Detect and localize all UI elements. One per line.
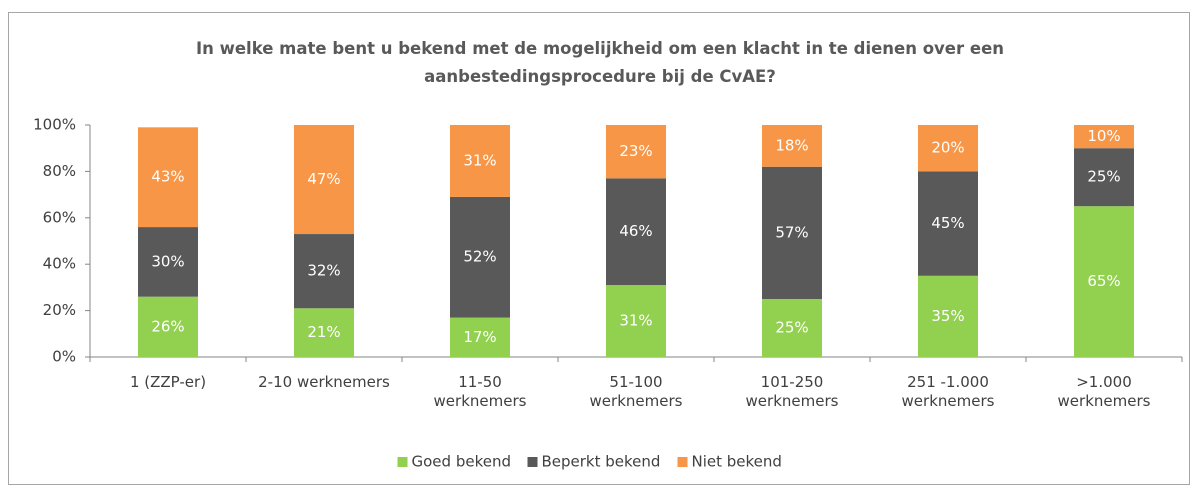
y-tick-label: 0%	[52, 348, 76, 366]
bar-segment	[294, 308, 354, 357]
x-tick-label: 101-250 werknemers	[745, 373, 839, 410]
bar-segment	[918, 125, 978, 172]
data-label: 26%	[151, 317, 184, 335]
bar-segment	[1074, 125, 1134, 149]
x-tick-label: 51-100 werknemers	[589, 373, 683, 410]
data-label: 45%	[931, 214, 964, 232]
data-label: 17%	[463, 328, 496, 346]
bar-segment	[1074, 148, 1134, 207]
y-tick-label: 100%	[33, 116, 76, 134]
bar-segment	[450, 125, 510, 197]
bar-segment	[762, 125, 822, 167]
x-tick-label: 1 (ZZP-er)	[129, 373, 207, 391]
data-label: 43%	[151, 168, 184, 186]
legend-swatch	[527, 457, 538, 467]
x-tick-label: 11-50 werknemers	[433, 373, 527, 410]
x-tick-label: 2-10 werknemers	[258, 373, 390, 391]
bar-segment	[450, 317, 510, 357]
data-label: 46%	[619, 222, 652, 240]
legend-label: Niet bekend	[692, 453, 782, 471]
data-label: 18%	[775, 136, 808, 154]
data-label: 32%	[307, 262, 340, 280]
bar-segment	[606, 285, 666, 357]
legend-label: Goed bekend	[412, 453, 511, 471]
data-label: 21%	[307, 323, 340, 341]
data-label: 20%	[931, 139, 964, 157]
bar-segment	[762, 299, 822, 357]
bar-segment	[138, 227, 198, 297]
data-label: 57%	[775, 223, 808, 241]
data-label: 10%	[1087, 127, 1120, 145]
y-tick-label: 40%	[43, 255, 76, 273]
chart-title: In welke mate bent u bekend met de mogel…	[195, 39, 1005, 86]
y-tick-label: 60%	[43, 208, 76, 226]
x-tick-label: 251 -1.000 werknemers	[901, 373, 995, 410]
data-label: 23%	[619, 142, 652, 160]
data-label: 52%	[463, 248, 496, 266]
y-tick-label: 20%	[43, 301, 76, 319]
bar-segment	[294, 234, 354, 309]
bar-segment	[1074, 206, 1134, 357]
data-label: 65%	[1087, 272, 1120, 290]
data-label: 31%	[463, 151, 496, 169]
data-label: 31%	[619, 312, 652, 330]
x-tick-label: >1.000 werknemers	[1057, 373, 1151, 410]
data-label: 30%	[151, 252, 184, 270]
legend-label: Beperkt bekend	[542, 453, 661, 471]
bar-segment	[606, 178, 666, 286]
bar-segment	[762, 166, 822, 299]
legend-swatch	[677, 457, 688, 467]
data-label: 35%	[931, 307, 964, 325]
bar-segment	[138, 296, 198, 357]
bar-segment	[294, 125, 354, 235]
chart-frame	[8, 12, 1190, 485]
data-label: 25%	[775, 319, 808, 337]
data-label: 25%	[1087, 168, 1120, 186]
legend-swatch	[397, 457, 408, 467]
y-tick-label: 80%	[43, 162, 76, 180]
bar-segment	[450, 196, 510, 318]
bar-segment	[918, 275, 978, 357]
data-label: 47%	[307, 170, 340, 188]
bar-segment	[138, 127, 198, 228]
bar-segment	[606, 125, 666, 179]
bar-segment	[918, 171, 978, 276]
